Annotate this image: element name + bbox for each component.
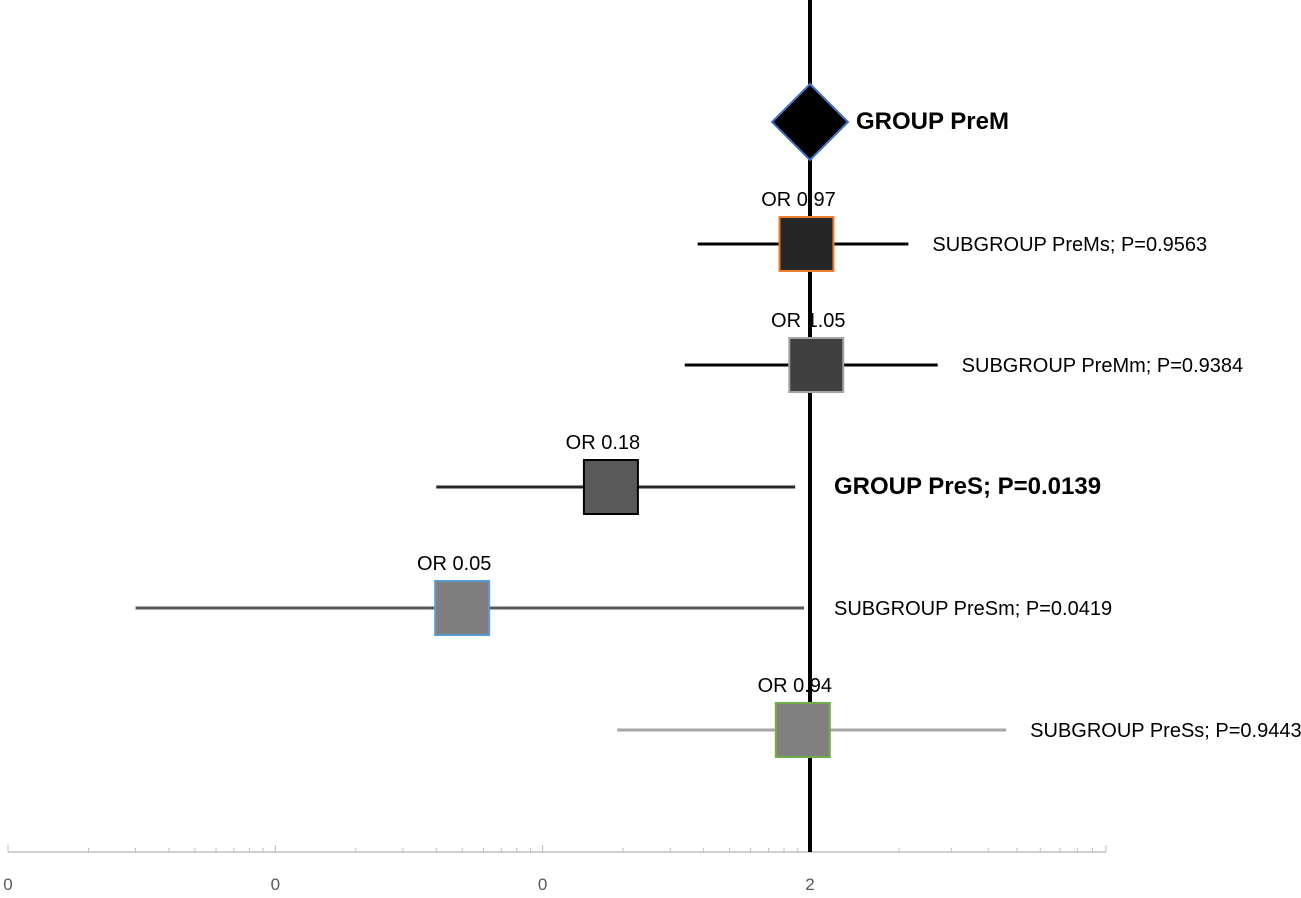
square-marker	[434, 580, 491, 636]
row-label: SUBGROUP PreMs; P=0.9563	[932, 234, 1207, 256]
labels: GROUP PreM OR 0.97 SUBGROUP PreMs; P=0.956…	[417, 108, 1301, 742]
or-label: OR 0.05	[417, 553, 491, 575]
x-tick-label: 0	[271, 875, 280, 893]
row-label: SUBGROUP PreSm; P=0.0419	[834, 598, 1112, 620]
row-label: GROUP PreM	[856, 108, 1009, 135]
row-label: GROUP PreS; P=0.0139	[834, 473, 1101, 500]
diamond-marker	[770, 82, 850, 162]
x-axis: 0 0 0 2	[3, 845, 1107, 894]
or-label: OR 0.18	[566, 432, 640, 454]
x-tick-label: 0	[3, 875, 12, 893]
row-label: SUBGROUP PreMm; P=0.9384	[962, 355, 1243, 377]
square-marker	[774, 702, 831, 758]
point-estimates	[434, 82, 850, 758]
x-tick-label: 0	[538, 875, 547, 893]
square-marker	[582, 459, 639, 515]
square-marker	[778, 216, 835, 272]
or-label: OR 0.94	[758, 675, 832, 697]
or-label: OR 0.97	[761, 189, 835, 211]
or-label: OR 1.05	[771, 310, 845, 332]
square-marker	[788, 337, 845, 393]
row-label: SUBGROUP PreSs; P=0.9443	[1030, 720, 1301, 742]
x-tick-label: 2	[805, 875, 814, 893]
